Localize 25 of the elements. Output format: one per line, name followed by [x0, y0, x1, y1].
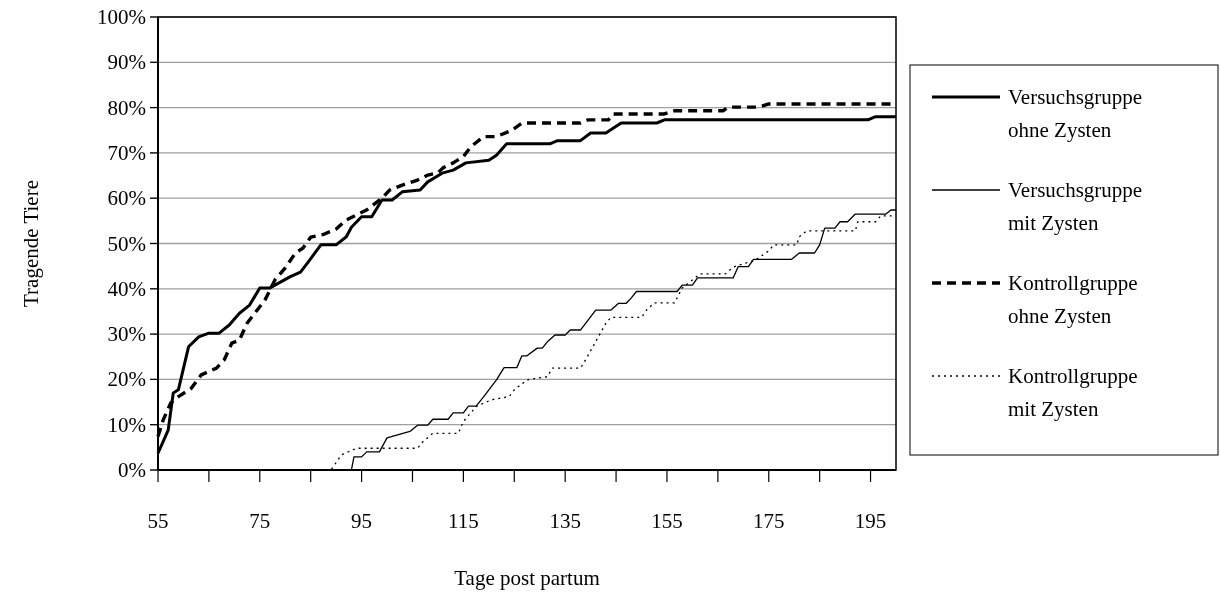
y-tick-label: 90%: [107, 50, 146, 75]
x-axis-title: Tage post partum: [454, 566, 600, 590]
x-tick-label: 155: [651, 509, 683, 533]
x-tick-label: 115: [448, 509, 479, 533]
y-tick-label: 30%: [107, 322, 146, 347]
legend-label: Versuchsgruppe ohne Zysten: [1008, 85, 1143, 142]
x-tick-label: 55: [147, 509, 169, 533]
y-tick-label: 80%: [107, 95, 146, 120]
x-tick-label: 175: [753, 509, 785, 533]
y-tick-label: 70%: [107, 140, 146, 165]
y-tick-label: 60%: [107, 186, 146, 211]
x-tick-label: 75: [249, 509, 271, 533]
legend-label: Versuchsgruppe mit Zysten: [1008, 178, 1143, 235]
y-axis-title: Tragende Tiere: [19, 180, 43, 307]
x-tick-label: 135: [549, 509, 581, 533]
y-tick-label: 100%: [97, 5, 146, 29]
y-tick-label: 0%: [118, 458, 146, 482]
y-tick-label: 20%: [107, 367, 146, 392]
x-tick-label: 195: [854, 509, 887, 533]
legend-label: Kontrollgruppe mit Zysten: [1008, 364, 1138, 421]
y-tick-label: 50%: [107, 231, 146, 256]
x-tick-label: 95: [351, 509, 373, 533]
y-tick-label: 10%: [107, 412, 146, 437]
legend-label: Kontrollgruppe ohne Zysten: [1008, 271, 1138, 328]
y-tick-label: 40%: [107, 276, 146, 301]
